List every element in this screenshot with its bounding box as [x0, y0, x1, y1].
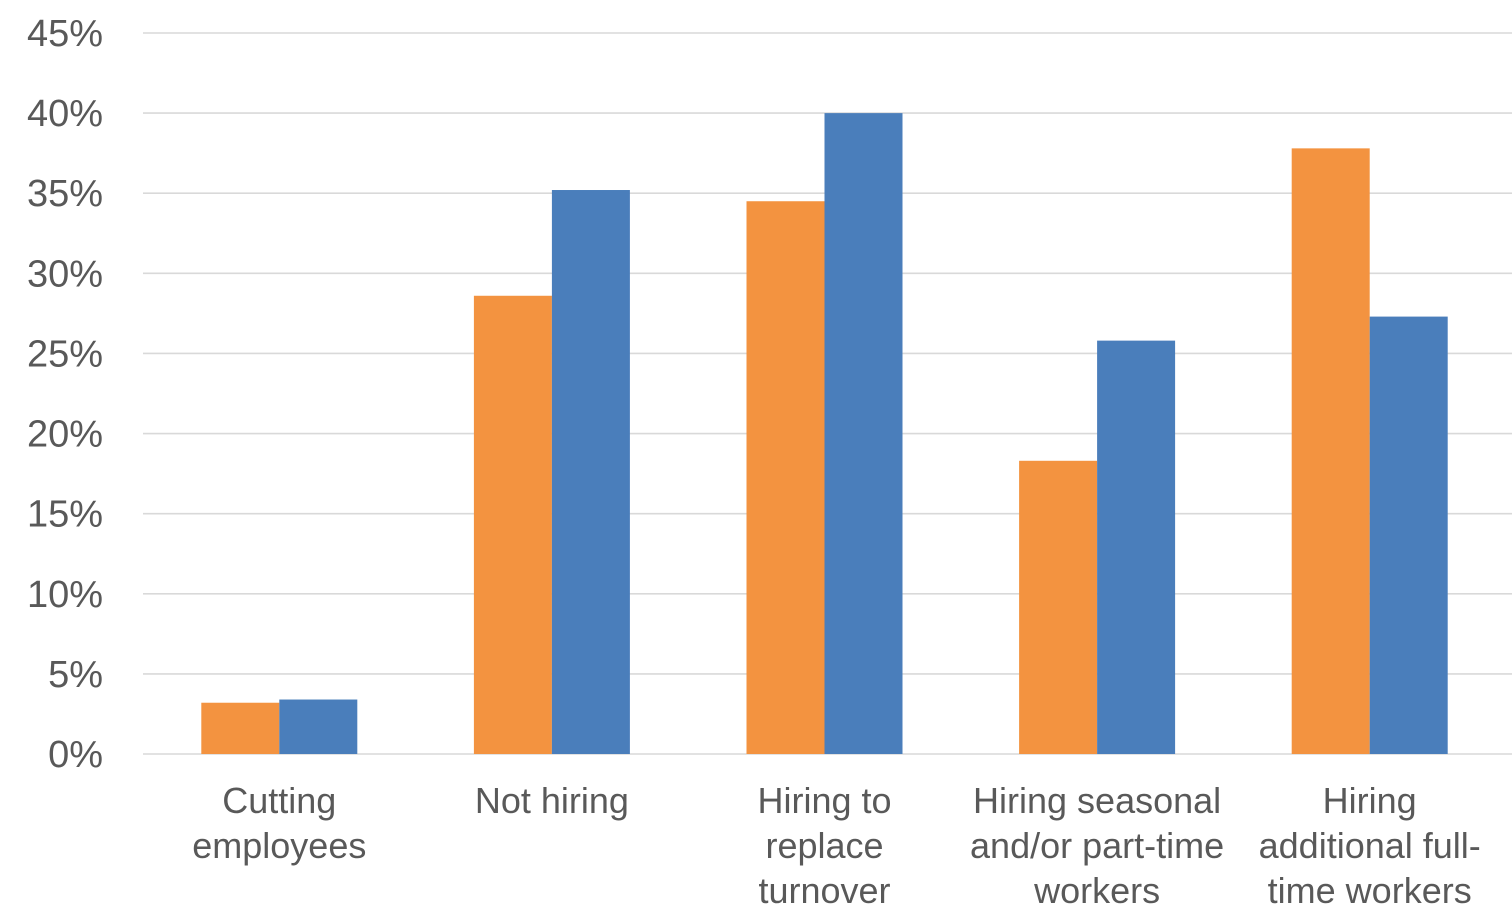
bar-series-1 — [746, 201, 825, 754]
x-category-label: Hiring to replace turnover — [757, 780, 891, 906]
x-category-label-line: replace — [765, 825, 883, 866]
y-axis-tick-labels: 0% 5% 10% 15% 20% 25% 30% 35% 40% 45% — [27, 13, 103, 776]
x-category-label-line: additional full- — [1259, 825, 1481, 866]
bar-series-2 — [551, 190, 630, 755]
bars — [201, 113, 1448, 755]
y-tick-label: 35% — [27, 173, 103, 215]
y-tick-label: 5% — [48, 654, 103, 696]
x-category-label-line: and/or part-time — [970, 825, 1224, 866]
bar-series-1 — [473, 295, 552, 754]
y-tick-label: 15% — [27, 494, 103, 536]
x-axis-category-labels: Cutting employees Not hiring Hiring to repla… — [192, 780, 1481, 906]
x-category-label: Hiring additional full-time workers — [1259, 780, 1481, 906]
bar-series-1 — [1019, 460, 1098, 754]
bar-series-1 — [201, 702, 280, 754]
y-tick-label: 0% — [48, 734, 103, 776]
bar-series-2 — [1369, 316, 1448, 754]
x-category-label-line: Hiring seasonal — [973, 780, 1221, 821]
x-category-label-line: Not hiring — [475, 780, 629, 821]
x-category-label-line: Hiring — [1323, 780, 1417, 821]
y-tick-label: 20% — [27, 414, 103, 456]
y-tick-label: 30% — [27, 253, 103, 295]
y-tick-label: 40% — [27, 93, 103, 135]
x-category-label: Not hiring — [475, 780, 629, 821]
x-category-label-line: Cutting — [222, 780, 336, 821]
x-category-label-line: turnover — [758, 870, 890, 906]
bar-series-2 — [1097, 340, 1176, 754]
y-tick-label: 10% — [27, 574, 103, 616]
x-category-label-line: Hiring to — [757, 780, 891, 821]
x-category-label: Hiring seasonal and/or part-time workers — [970, 780, 1224, 906]
x-category-label: Cutting employees — [192, 780, 366, 866]
x-category-label-line: employees — [192, 825, 366, 866]
bar-series-2 — [279, 699, 358, 754]
bar-series-1 — [1291, 148, 1370, 755]
x-category-label-line: workers — [1033, 870, 1160, 906]
y-tick-label: 45% — [27, 13, 103, 55]
x-category-label-line: time workers — [1268, 870, 1472, 906]
bar-series-2 — [824, 113, 903, 755]
y-tick-label: 25% — [27, 333, 103, 375]
